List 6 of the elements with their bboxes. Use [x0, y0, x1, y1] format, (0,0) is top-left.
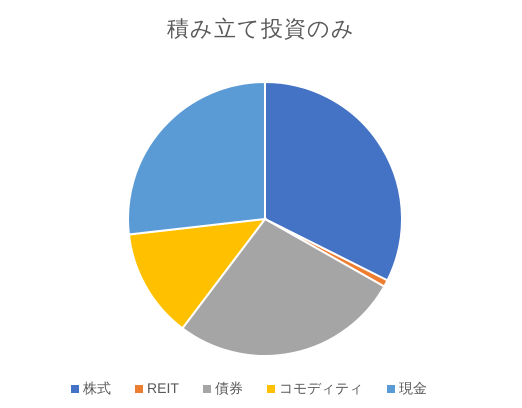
legend-label: 株式 — [83, 380, 112, 396]
legend-label: REIT — [147, 380, 179, 396]
legend-label: 現金 — [398, 380, 427, 396]
legend-label: 債券 — [214, 380, 243, 396]
legend-label: コモディティ — [278, 380, 363, 396]
chart-title: 積み立て投資のみ — [166, 15, 356, 43]
